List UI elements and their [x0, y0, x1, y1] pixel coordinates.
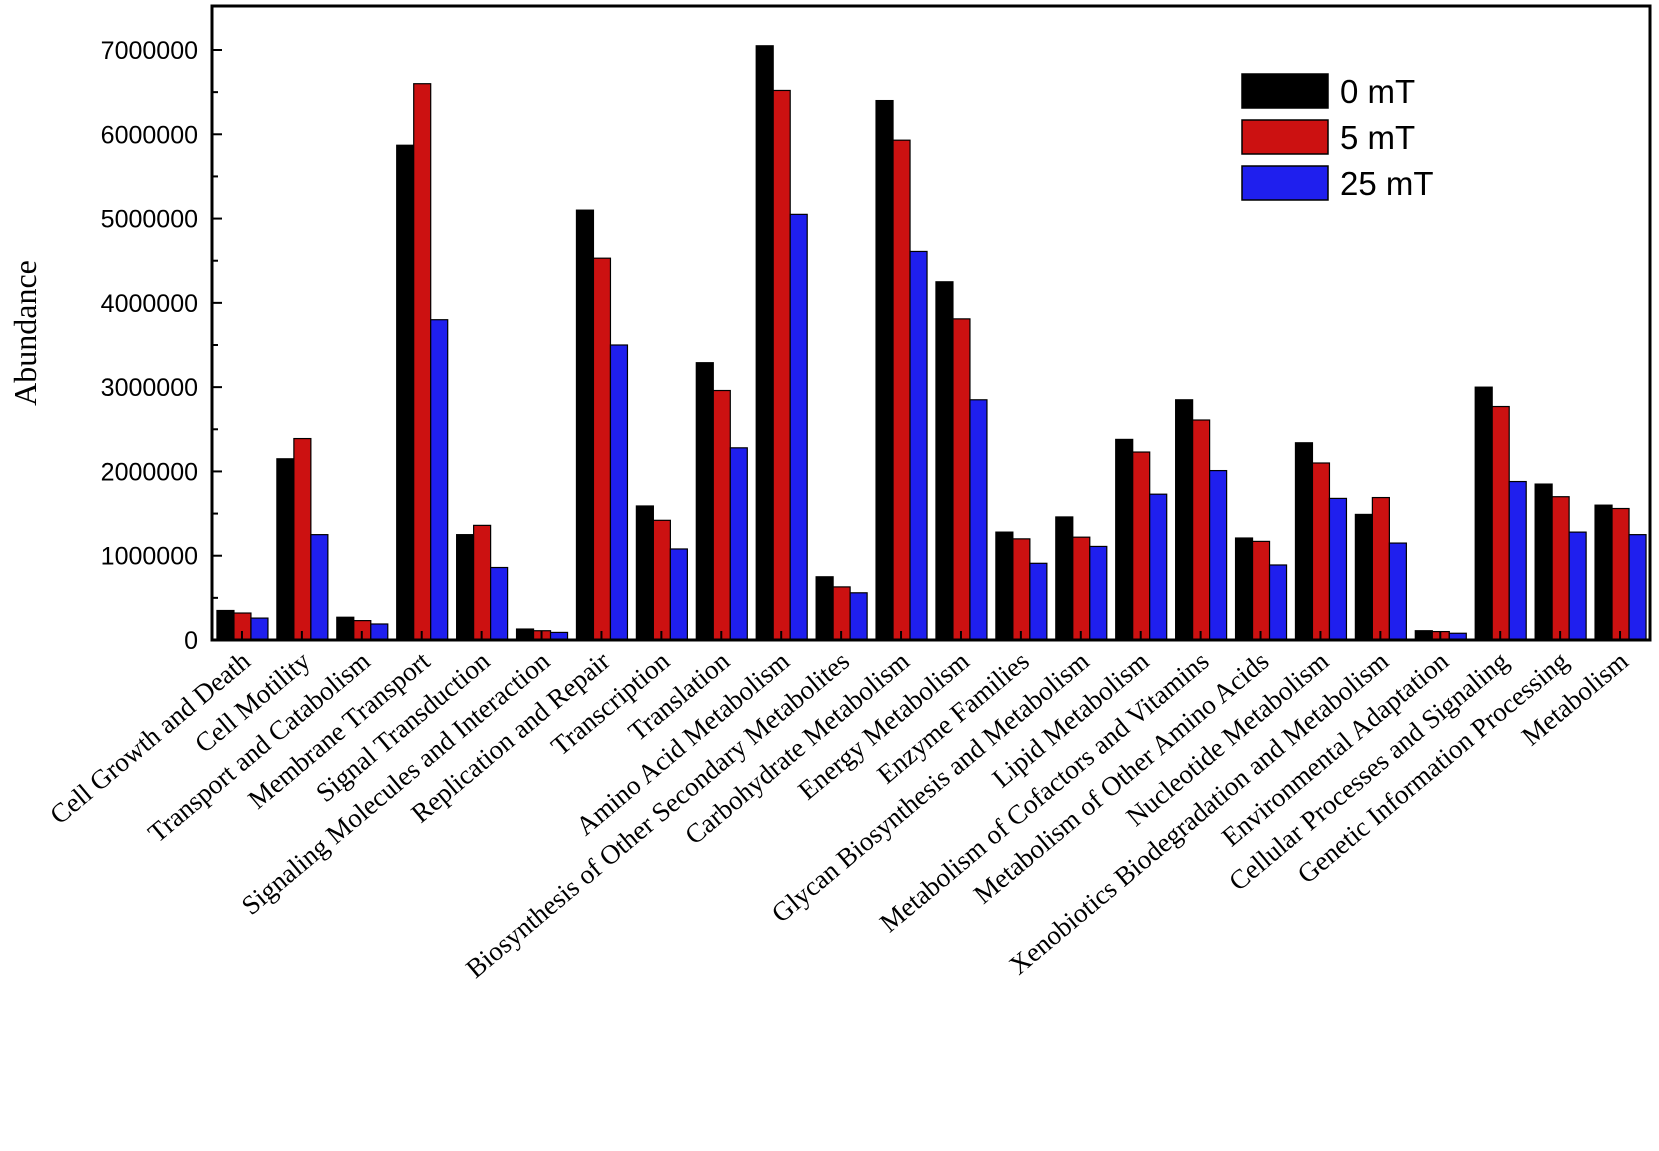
bar-5mt — [1072, 536, 1091, 641]
bar-25mt — [490, 566, 509, 641]
bar-5mt — [1251, 540, 1271, 641]
bar-25mt — [1089, 545, 1108, 641]
bar-25mt — [370, 623, 389, 641]
y-tick-label: 3000000 — [101, 374, 198, 402]
bar-25mt — [310, 534, 329, 641]
bar-25mt — [1029, 562, 1048, 641]
y-tick-label: 4000000 — [101, 290, 198, 318]
y-tick-label: 0 — [184, 627, 198, 655]
bar-5mt — [772, 89, 791, 641]
plot-frame — [210, 4, 1652, 642]
bar-25mt — [849, 592, 868, 641]
bar-5mt — [592, 257, 612, 641]
bar-0mt — [815, 576, 834, 641]
legend-label: 0 mT — [1340, 73, 1415, 110]
bar-0mt — [1055, 516, 1074, 641]
bar-5mt — [712, 389, 731, 641]
bar-25mt — [1628, 534, 1647, 641]
bar-5mt — [413, 83, 432, 641]
bar-0mt — [396, 144, 415, 641]
bar-25mt — [1328, 497, 1348, 641]
legend: 0 mT 5 mT 25 mT — [1241, 73, 1434, 202]
y-axis: 0 1000000 2000000 3000000 4000000 5000000 6000… — [101, 37, 222, 655]
y-axis-label: Abundance — [7, 260, 43, 406]
legend-label: 5 mT — [1340, 119, 1415, 156]
bar-5mt — [473, 524, 492, 641]
bar-5mt — [1132, 451, 1151, 641]
bar-0mt — [995, 531, 1014, 641]
bar-0mt — [695, 362, 714, 641]
bar-5mt — [652, 519, 671, 641]
bar-5mt — [293, 437, 312, 641]
bar-25mt — [669, 548, 688, 641]
bar-5mt — [1491, 405, 1510, 641]
bar-0mt — [575, 209, 595, 641]
bar-5mt — [952, 318, 971, 641]
bar-25mt — [250, 617, 269, 641]
bar-5mt — [1551, 496, 1570, 641]
bar-0mt — [1354, 513, 1373, 641]
bar-5mt — [1012, 538, 1031, 641]
bar-25mt — [729, 447, 748, 641]
bar-0mt — [1534, 483, 1553, 641]
bar-0mt — [1175, 399, 1194, 641]
bar-25mt — [909, 250, 928, 641]
bar-25mt — [1149, 493, 1168, 641]
bar-0mt — [1294, 442, 1314, 641]
y-tick-label: 1000000 — [101, 543, 198, 571]
bar-0mt — [216, 609, 235, 641]
bar-0mt — [935, 281, 954, 641]
y-tick-label: 5000000 — [101, 206, 198, 234]
bar-0mt — [1594, 504, 1613, 641]
y-tick-label: 7000000 — [101, 37, 198, 65]
bars-layer — [216, 45, 1647, 641]
bar-25mt — [789, 213, 808, 641]
y-tick-label: 2000000 — [101, 458, 198, 486]
bar-25mt — [1568, 531, 1587, 641]
bar-0mt — [276, 458, 295, 641]
bar-25mt — [1508, 480, 1527, 641]
bar-0mt — [336, 616, 355, 641]
bar-25mt — [1268, 564, 1288, 641]
bar-25mt — [1209, 469, 1228, 641]
bar-0mt — [755, 45, 774, 641]
bar-5mt — [1311, 462, 1331, 641]
bar-5mt — [1192, 419, 1211, 641]
legend-label: 25 mT — [1340, 165, 1434, 202]
bar-0mt — [875, 99, 894, 641]
legend-swatch — [1241, 165, 1329, 201]
bar-5mt — [1371, 496, 1390, 641]
bar-25mt — [969, 399, 988, 641]
legend-swatch — [1241, 119, 1329, 155]
bar-25mt — [609, 344, 629, 641]
y-tick-label: 6000000 — [101, 121, 198, 149]
bar-0mt — [635, 505, 654, 641]
bar-25mt — [1388, 542, 1407, 641]
bar-0mt — [1234, 537, 1254, 641]
bar-0mt — [1474, 386, 1493, 641]
bar-0mt — [515, 628, 535, 641]
bar-0mt — [456, 534, 475, 641]
bar-5mt — [892, 139, 911, 641]
bar-0mt — [1115, 438, 1134, 641]
bar-5mt — [1611, 507, 1630, 641]
legend-swatch — [1241, 73, 1329, 109]
bar-25mt — [430, 319, 449, 641]
